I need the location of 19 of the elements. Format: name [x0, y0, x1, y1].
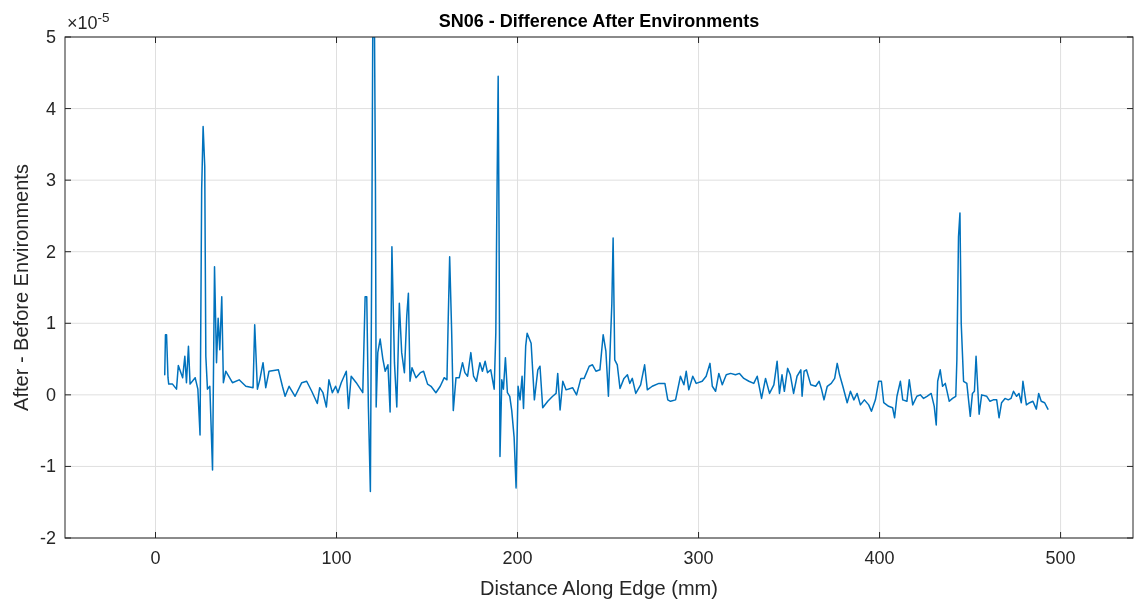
x-tick-label: 0: [150, 548, 161, 568]
y-tick-label: 4: [45, 98, 56, 119]
x-tick-label: 100: [321, 548, 352, 568]
y-axis-title: After - Before Environments: [10, 164, 32, 411]
y-tick-label: -1: [39, 456, 56, 477]
x-tick-label: 300: [683, 548, 714, 568]
y-tick-label: 0: [45, 384, 56, 405]
y-tick-label: 5: [45, 27, 56, 47]
x-tick-label: 200: [502, 548, 533, 568]
y-tick-label: 1: [45, 313, 56, 334]
y-tick-label: 3: [45, 170, 56, 191]
x-tick-label: 400: [864, 548, 895, 568]
line-series: [163, 37, 1049, 493]
x-axis-title: Distance Along Edge (mm): [480, 577, 718, 599]
y-tick-label: 2: [45, 241, 56, 262]
x-tick-label: 500: [1045, 548, 1076, 568]
y-tick-label: -2: [39, 528, 56, 548]
text: ×10$^{-5}$: [67, 9, 110, 33]
chart-title: SN06 - Difference After Environments: [438, 11, 760, 31]
